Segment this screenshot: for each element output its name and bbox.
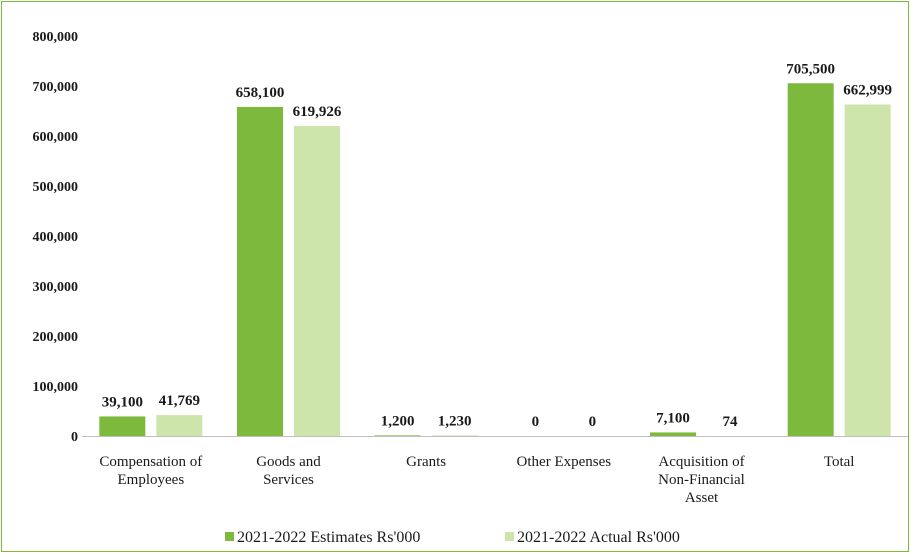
bar xyxy=(156,415,203,436)
bar xyxy=(844,104,891,437)
y-tick-label: 700,000 xyxy=(33,80,79,95)
x-category-label: Non-Financial xyxy=(658,472,745,488)
data-label: 0 xyxy=(589,414,597,430)
data-label: 41,769 xyxy=(159,393,200,409)
x-category-label: Services xyxy=(263,472,314,488)
data-label: 74 xyxy=(723,414,739,430)
x-category-label: Asset xyxy=(685,490,719,506)
x-category-label: Total xyxy=(824,454,855,470)
data-label: 1,230 xyxy=(438,413,472,429)
data-label: 705,500 xyxy=(786,61,835,77)
data-label: 658,100 xyxy=(236,85,285,101)
legend-swatch xyxy=(505,532,514,541)
bar xyxy=(99,416,146,436)
data-label: 7,100 xyxy=(656,410,690,426)
bar xyxy=(294,126,340,437)
bar xyxy=(237,106,283,436)
bar xyxy=(650,432,696,436)
bar xyxy=(374,435,421,436)
y-tick-label: 0 xyxy=(71,430,78,445)
data-label: 619,926 xyxy=(293,104,342,120)
x-category-label: Goods and xyxy=(256,454,321,470)
x-category-label: Acquisition of xyxy=(658,454,744,470)
y-tick-label: 200,000 xyxy=(33,330,79,345)
x-category-label: Grants xyxy=(406,454,446,470)
y-tick-label: 600,000 xyxy=(33,130,79,145)
x-category-label: Compensation of xyxy=(99,454,202,470)
legend-swatch xyxy=(225,532,234,541)
bar xyxy=(431,435,478,436)
legend-label: 2021-2022 Estimates Rs'000 xyxy=(237,529,420,546)
legend-label: 2021-2022 Actual Rs'000 xyxy=(517,529,680,546)
data-label: 39,100 xyxy=(102,394,143,410)
y-tick-label: 100,000 xyxy=(33,380,79,395)
bar xyxy=(787,83,834,436)
y-tick-label: 500,000 xyxy=(33,180,79,195)
y-tick-label: 300,000 xyxy=(33,280,79,295)
x-category-label: Other Expenses xyxy=(517,454,612,470)
data-label: 662,999 xyxy=(843,83,892,99)
x-category-label: Employees xyxy=(118,472,185,488)
data-label: 0 xyxy=(532,414,540,430)
y-tick-label: 800,000 xyxy=(33,30,79,45)
data-label: 1,200 xyxy=(381,413,415,429)
y-tick-label: 400,000 xyxy=(33,230,79,245)
